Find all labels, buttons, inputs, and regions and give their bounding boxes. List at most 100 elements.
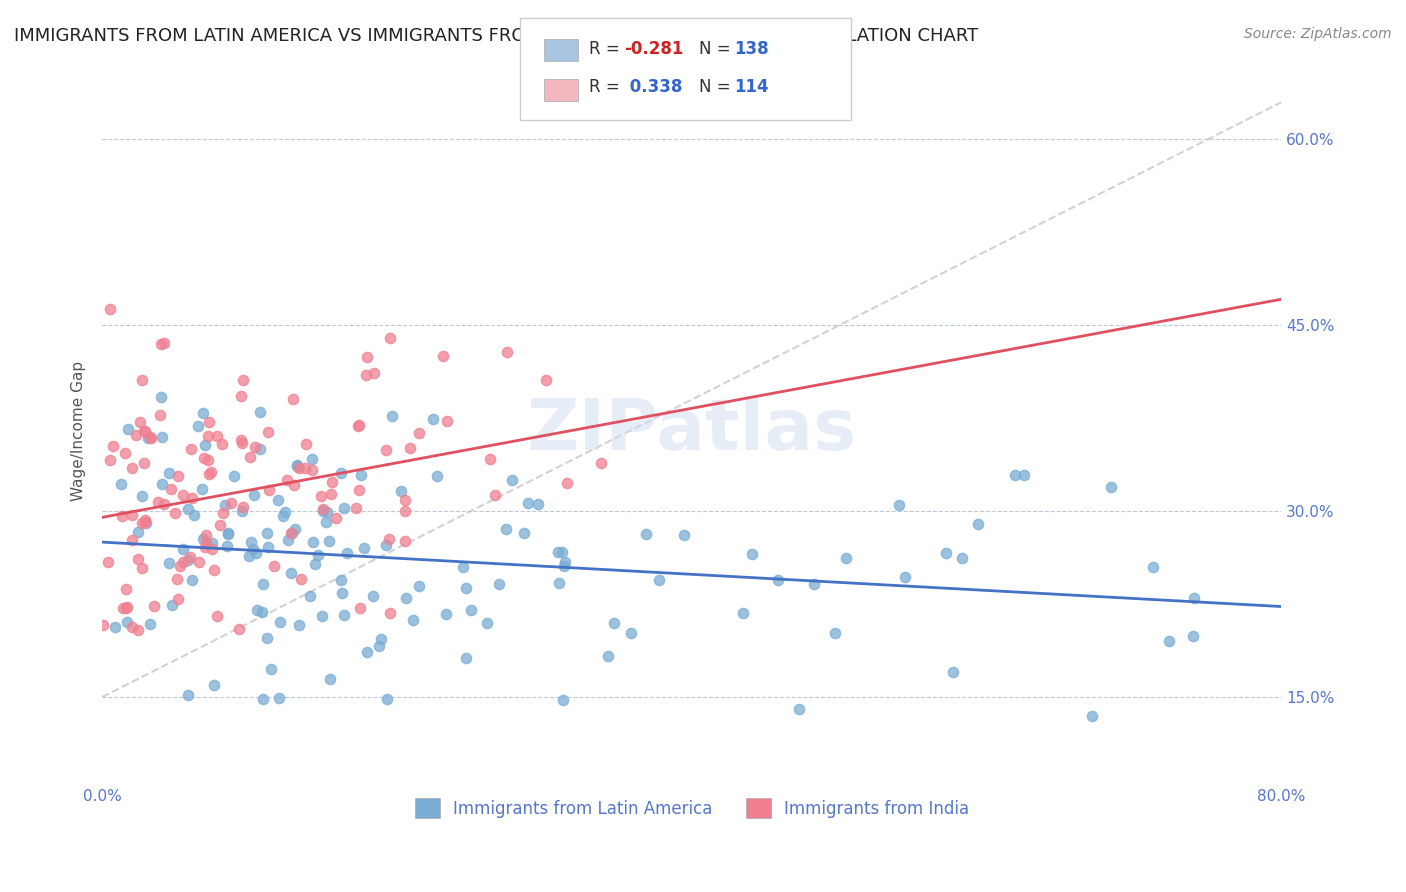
- Point: [288, 461, 311, 475]
- Point: [394, 504, 416, 518]
- Point: [267, 690, 290, 705]
- Point: [121, 508, 143, 522]
- Point: [131, 516, 153, 530]
- Point: [276, 473, 298, 487]
- Point: [191, 406, 214, 420]
- Point: [91, 618, 114, 632]
- Point: [169, 559, 191, 574]
- Point: [422, 412, 444, 426]
- Legend: Immigrants from Latin America, Immigrants from India: Immigrants from Latin America, Immigrant…: [408, 791, 976, 825]
- Point: [149, 408, 172, 422]
- Point: [110, 477, 132, 491]
- Point: [330, 586, 353, 600]
- Point: [191, 482, 214, 496]
- Point: [187, 418, 209, 433]
- Point: [217, 539, 239, 553]
- Point: [115, 582, 138, 597]
- Point: [256, 425, 278, 440]
- Point: [127, 624, 149, 638]
- Point: [1182, 591, 1205, 606]
- Point: [205, 609, 228, 624]
- Point: [381, 409, 404, 423]
- Point: [149, 337, 172, 351]
- Point: [344, 500, 367, 515]
- Point: [153, 336, 176, 351]
- Point: [217, 527, 239, 541]
- Text: R =: R =: [589, 40, 626, 58]
- Point: [266, 492, 288, 507]
- Text: -0.281: -0.281: [624, 40, 683, 58]
- Point: [131, 489, 153, 503]
- Point: [1157, 634, 1180, 648]
- Point: [368, 639, 391, 653]
- Point: [280, 566, 302, 580]
- Point: [301, 463, 323, 477]
- Point: [231, 433, 253, 447]
- Text: N =: N =: [699, 40, 735, 58]
- Point: [139, 430, 162, 444]
- Text: IMMIGRANTS FROM LATIN AMERICA VS IMMIGRANTS FROM INDIA WAGE/INCOME GAP CORRELATI: IMMIGRANTS FROM LATIN AMERICA VS IMMIGRA…: [14, 27, 979, 45]
- Point: [349, 483, 371, 497]
- Point: [198, 467, 221, 481]
- Point: [321, 487, 343, 501]
- Point: [97, 555, 120, 569]
- Point: [325, 511, 347, 525]
- Point: [194, 528, 217, 542]
- Point: [98, 453, 121, 467]
- Point: [125, 428, 148, 442]
- Point: [361, 589, 384, 603]
- Point: [183, 508, 205, 522]
- Point: [200, 465, 222, 479]
- Point: [139, 616, 162, 631]
- Point: [197, 428, 219, 442]
- Point: [347, 418, 370, 433]
- Point: [150, 390, 173, 404]
- Point: [214, 498, 236, 512]
- Point: [231, 435, 253, 450]
- Point: [634, 527, 657, 541]
- Point: [589, 456, 612, 470]
- Point: [602, 615, 624, 630]
- Point: [263, 558, 285, 573]
- Point: [294, 460, 316, 475]
- Point: [283, 478, 305, 492]
- Point: [132, 424, 155, 438]
- Point: [165, 506, 187, 520]
- Point: [803, 576, 825, 591]
- Point: [166, 591, 188, 606]
- Point: [276, 533, 298, 547]
- Point: [202, 678, 225, 692]
- Point: [309, 489, 332, 503]
- Point: [329, 573, 352, 587]
- Point: [127, 524, 149, 539]
- Point: [217, 526, 239, 541]
- Point: [245, 603, 267, 617]
- Point: [495, 344, 517, 359]
- Point: [167, 468, 190, 483]
- Point: [596, 648, 619, 663]
- Point: [121, 620, 143, 634]
- Point: [434, 607, 457, 621]
- Point: [349, 468, 371, 483]
- Point: [1099, 480, 1122, 494]
- Point: [280, 526, 302, 541]
- Point: [191, 532, 214, 546]
- Point: [243, 440, 266, 454]
- Point: [283, 392, 305, 406]
- Point: [121, 533, 143, 548]
- Point: [157, 466, 180, 480]
- Point: [257, 541, 280, 555]
- Point: [312, 501, 335, 516]
- Point: [950, 551, 973, 566]
- Point: [408, 579, 430, 593]
- Text: 0.338: 0.338: [624, 78, 683, 96]
- Point: [208, 518, 231, 533]
- Point: [329, 466, 352, 480]
- Point: [194, 540, 217, 554]
- Point: [100, 302, 122, 317]
- Point: [294, 437, 316, 451]
- Point: [425, 468, 447, 483]
- Point: [231, 389, 253, 403]
- Point: [249, 442, 271, 456]
- Point: [315, 515, 337, 529]
